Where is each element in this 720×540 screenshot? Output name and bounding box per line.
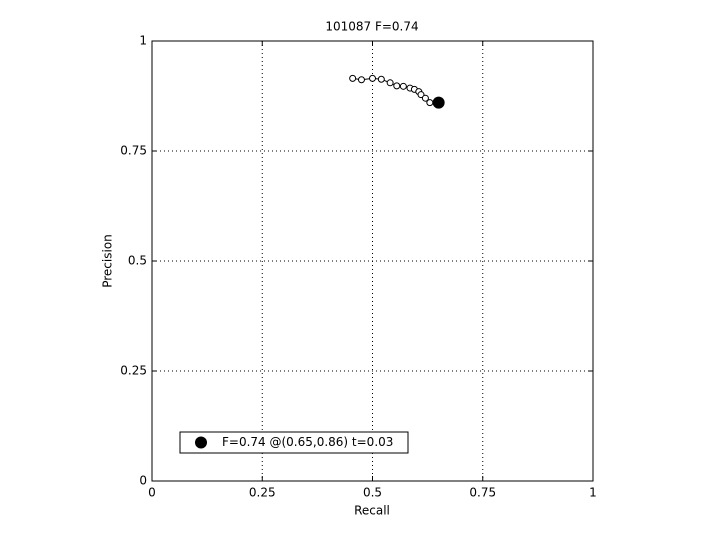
x-tick-label: 0.25 (249, 486, 276, 500)
point (393, 82, 401, 90)
legend-label: F=0.74 @(0.65,0.86) t=0.03 (222, 435, 393, 449)
x-tick-label: 1 (589, 486, 597, 500)
point (426, 99, 434, 107)
x-tick-label: 0.75 (469, 486, 496, 500)
y-tick-label: 0 (139, 474, 147, 488)
point (377, 75, 385, 83)
y-tick-label: 0.5 (128, 254, 147, 268)
best-point (432, 96, 445, 109)
point (417, 91, 425, 99)
y-tick-label: 1 (139, 34, 147, 48)
point (357, 76, 365, 84)
point (369, 74, 376, 82)
x-tick-label: 0 (148, 486, 156, 500)
point (386, 79, 394, 87)
y-tick-label: 0.25 (120, 364, 147, 378)
y-tick-label: 0.75 (120, 144, 147, 158)
plot-frame (151, 40, 594, 482)
point (421, 94, 429, 102)
point (349, 74, 357, 82)
chart-title: 101087 F=0.74 (325, 20, 418, 34)
legend-marker (195, 436, 207, 449)
point (399, 82, 407, 90)
y-axis-label: Precision (101, 234, 115, 288)
legend-box (179, 431, 409, 454)
x-tick-label: 0.5 (363, 486, 382, 500)
x-axis-label: Recall (354, 504, 390, 518)
